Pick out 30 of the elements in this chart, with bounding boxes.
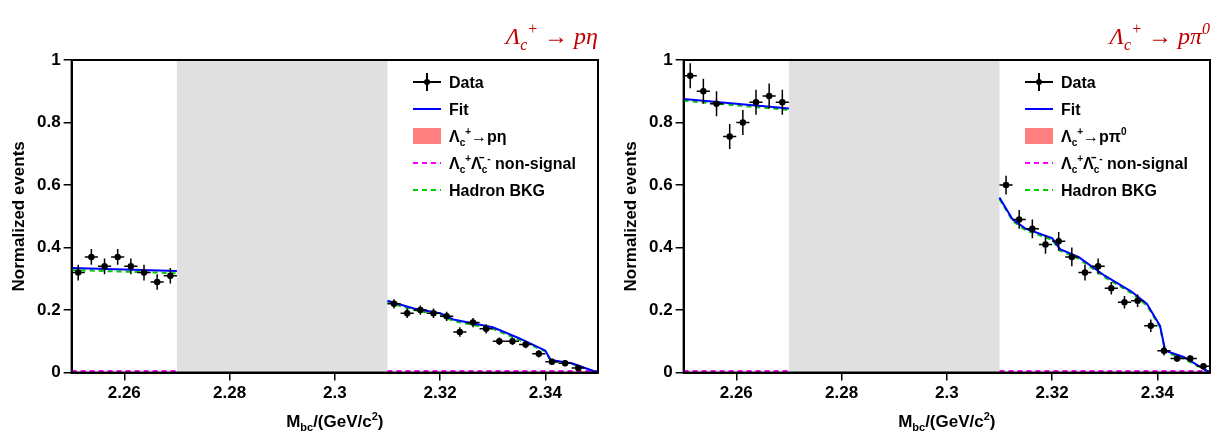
x-tick-label: 2.32 bbox=[423, 383, 457, 403]
legend-label: Hadron BKG bbox=[1061, 182, 1157, 199]
x-tick-label: 2.26 bbox=[107, 383, 141, 403]
y-axis-title: Normalized events bbox=[9, 141, 28, 292]
y-tick-label: 0.6 bbox=[36, 174, 61, 194]
x-tick-label: 2.34 bbox=[1140, 383, 1175, 403]
y-tick-label: 0.4 bbox=[36, 237, 62, 257]
x-tick-label: 2.32 bbox=[1035, 383, 1069, 403]
y-tick-label: 0.6 bbox=[648, 174, 673, 194]
x-tick-label: 2.3 bbox=[935, 383, 959, 403]
y-tick-label: 0 bbox=[663, 362, 673, 382]
y-tick-label: 1 bbox=[51, 49, 61, 69]
y-tick-label: 0 bbox=[51, 362, 61, 382]
y-tick-label: 0.8 bbox=[36, 112, 61, 132]
legend-label: Data bbox=[449, 74, 484, 91]
y-tick-label: 1 bbox=[663, 49, 673, 69]
y-tick-label: 0.2 bbox=[648, 299, 673, 319]
y-tick-label: 0.2 bbox=[36, 299, 61, 319]
legend-label: Fit bbox=[449, 101, 470, 118]
x-tick-label: 2.28 bbox=[825, 383, 859, 403]
legend-label: Data bbox=[1061, 74, 1096, 91]
y-axis-title: Normalized events bbox=[621, 141, 640, 292]
x-tick-label: 2.3 bbox=[323, 383, 347, 403]
x-tick-label: 2.34 bbox=[528, 383, 563, 403]
y-tick-label: 0.4 bbox=[648, 237, 674, 257]
legend-label: Fit bbox=[1061, 101, 1082, 118]
x-tick-label: 2.28 bbox=[213, 383, 247, 403]
legend-label: Hadron BKG bbox=[449, 182, 545, 199]
y-tick-label: 0.8 bbox=[648, 112, 673, 132]
x-tick-label: 2.26 bbox=[719, 383, 753, 403]
